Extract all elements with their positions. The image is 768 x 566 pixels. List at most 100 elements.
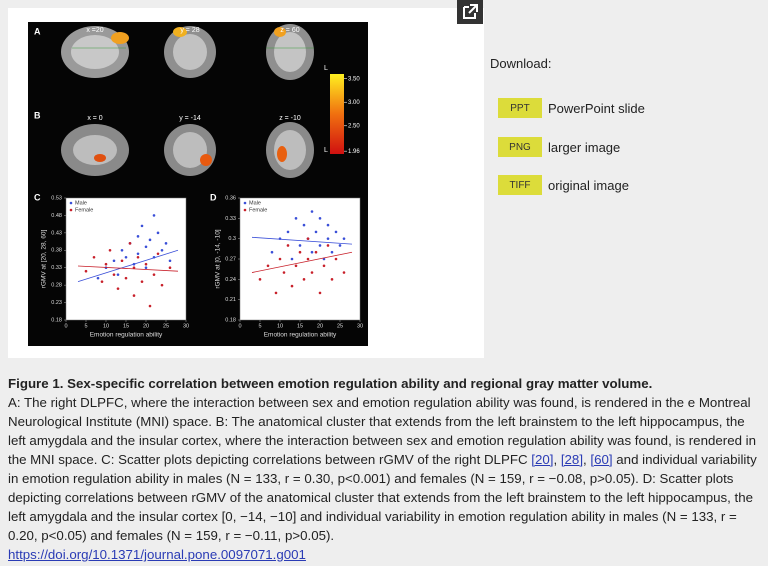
scatter-point: [338, 244, 342, 247]
x-tick-label: 25: [337, 323, 343, 329]
scatter-point: [168, 266, 172, 270]
x-tick-label: 5: [258, 323, 261, 329]
figure-image: A B C Dx =20 y = 28 z = 60 x = 0 y = -14 z = -10…: [8, 8, 484, 358]
scatter-point: [148, 238, 152, 242]
scatter-point: [314, 230, 318, 234]
scatter-point: [326, 223, 330, 227]
scatter-point: [290, 284, 294, 288]
x-axis-label: Emotion regulation ability: [90, 332, 163, 339]
scatter-point: [144, 245, 148, 249]
scatter-point: [298, 244, 302, 247]
scatter-point: [116, 273, 120, 276]
caption-text: A: The right DLPFC, where the interactio…: [8, 395, 757, 467]
download-label[interactable]: original image: [548, 177, 629, 193]
scatter-point: [282, 271, 286, 274]
x-tick-label: 15: [123, 323, 129, 329]
scatter-point: [278, 257, 282, 261]
scatter-point: [84, 269, 88, 273]
legend-marker: [69, 201, 73, 205]
scatter-point: [152, 214, 156, 217]
ppt-button[interactable]: PPT: [498, 98, 542, 118]
slice-coordinate: y = 28: [180, 27, 199, 34]
legend-label: Male: [249, 200, 261, 206]
colorbar-tick-label: 3.00: [348, 100, 360, 106]
caption-text: ,: [553, 452, 561, 467]
y-tick-label: 0.27: [225, 256, 236, 262]
plot-area: [239, 197, 361, 321]
scatter-point: [330, 278, 334, 281]
x-tick-label: 25: [163, 323, 169, 329]
scatter-point: [156, 231, 160, 235]
scatter-point: [302, 223, 306, 227]
scatter-point: [104, 262, 108, 266]
reference-link[interactable]: [20]: [531, 452, 554, 467]
scatter-point: [120, 259, 124, 263]
panel-letter: D: [210, 192, 217, 202]
scatter-point: [306, 257, 310, 261]
scatter-point: [318, 217, 322, 220]
scatter-point: [310, 250, 314, 254]
scatter-point: [124, 276, 128, 280]
share-icon[interactable]: [457, 0, 483, 24]
y-tick-label: 0.53: [51, 195, 62, 201]
scatter-point: [148, 304, 152, 308]
scatter-point: [294, 217, 298, 220]
download-title: Download:: [490, 56, 552, 71]
download-row: TIFF original image: [498, 174, 629, 196]
slice-coordinate: z = -10: [279, 115, 301, 122]
fit-line: [251, 251, 353, 273]
scatter-point: [136, 255, 140, 259]
y-tick-label: 0.21: [225, 297, 236, 303]
y-tick-label: 0.43: [51, 230, 62, 236]
x-tick-label: 10: [103, 323, 109, 329]
colorbar-tick-label: 3.50: [348, 76, 360, 82]
legend-label: Female: [75, 207, 93, 213]
y-tick-label: 0.18: [51, 317, 62, 323]
tiff-button[interactable]: TIFF: [498, 175, 542, 195]
scatter-point: [298, 250, 302, 254]
x-tick-label: 15: [297, 323, 303, 329]
slice-coordinate: y = -14: [179, 115, 201, 122]
scatter-point: [274, 291, 278, 295]
scatter-point: [334, 257, 338, 261]
scatter-point: [322, 264, 326, 268]
scatter-point: [116, 287, 120, 290]
fit-line: [77, 265, 179, 272]
reference-link[interactable]: [60]: [590, 452, 613, 467]
scatter-point: [314, 250, 318, 254]
colorbar-tick-label: 2.50: [348, 123, 360, 129]
scatter-point: [140, 280, 144, 283]
y-tick-label: 0.33: [225, 216, 236, 222]
scatter-point: [100, 280, 104, 283]
scatter-point: [152, 273, 156, 276]
legend-marker: [69, 208, 73, 212]
scatter-point: [120, 248, 124, 252]
x-tick-label: 30: [183, 323, 189, 329]
download-label[interactable]: PowerPoint slide: [548, 100, 645, 116]
scatter-point: [258, 278, 262, 281]
panel-letter: A: [34, 26, 41, 36]
scatter-point: [310, 210, 314, 213]
scatter-point: [140, 224, 144, 228]
doi-link[interactable]: https://doi.org/10.1371/journal.pone.009…: [8, 547, 306, 562]
y-tick-label: 0.3: [228, 236, 236, 242]
scatter-point: [342, 271, 346, 274]
caption-title: Figure 1. Sex-specific correlation betwe…: [8, 376, 653, 391]
panel-letter: B: [34, 110, 41, 120]
share-glyph: [463, 4, 478, 19]
reference-link[interactable]: [28]: [560, 452, 584, 467]
slice-coordinate: x =20: [86, 27, 103, 34]
scatter-point: [302, 278, 306, 281]
png-button[interactable]: PNG: [498, 137, 542, 157]
scatter-point: [270, 250, 274, 254]
scatter-point: [290, 257, 294, 261]
fit-line: [251, 236, 353, 245]
scatter-point: [266, 264, 270, 268]
y-tick-label: 0.28: [51, 283, 62, 289]
y-tick-label: 0.33: [51, 265, 62, 271]
download-label[interactable]: larger image: [548, 139, 621, 155]
caption: Figure 1. Sex-specific correlation betwe…: [8, 374, 760, 564]
scatter-point: [294, 264, 298, 268]
caption-text: ,: [583, 452, 591, 467]
